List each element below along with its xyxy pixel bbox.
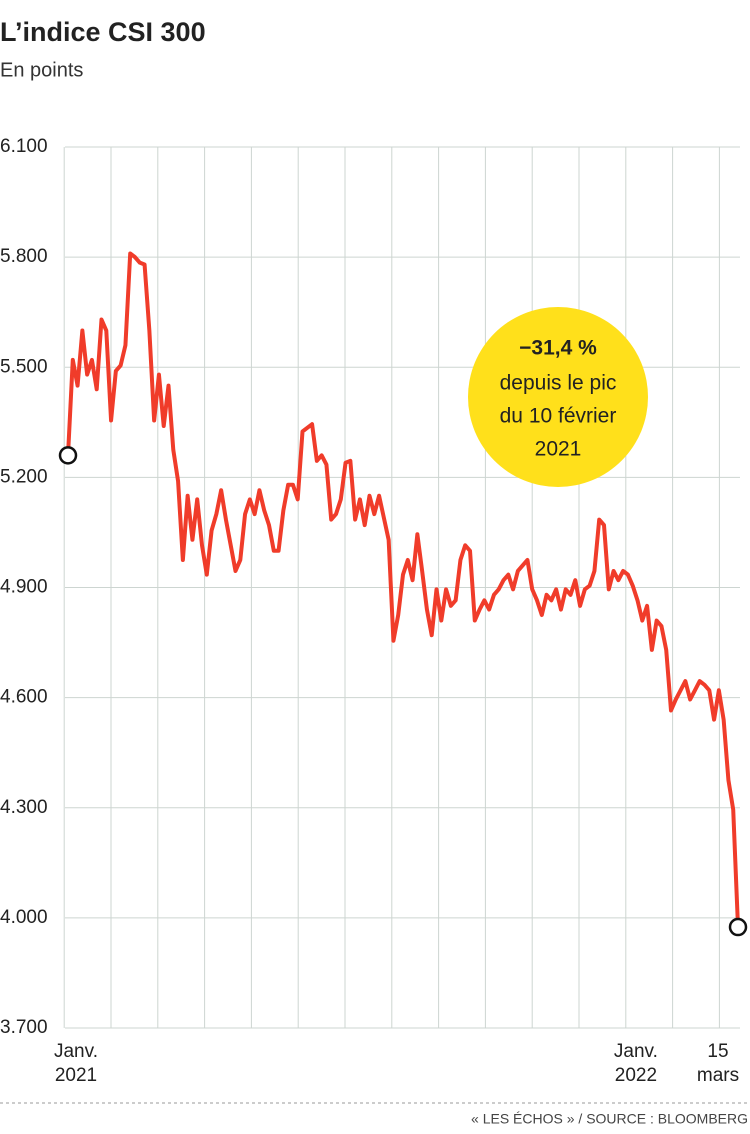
- y-tick-label: 3.700: [0, 1017, 48, 1038]
- y-tick-label: 4.000: [0, 907, 48, 928]
- annotation-line: 2021: [535, 438, 582, 461]
- end-marker: [728, 917, 748, 937]
- x-tick-label: Janv. 2022: [613, 1041, 658, 1086]
- y-tick-label: 5.800: [0, 246, 48, 267]
- y-tick-label: 5.200: [0, 466, 48, 487]
- source: « LES ÉCHOS » / SOURCE : BLOOMBERG: [471, 1111, 748, 1127]
- annotation-line: du 10 février: [500, 405, 617, 428]
- y-tick-label: 4.600: [0, 687, 48, 708]
- x-tick-label: Janv. 2021: [53, 1041, 98, 1086]
- x-tick-label: 15 mars: [696, 1041, 740, 1086]
- data-line: [66, 251, 740, 928]
- annotation-headline: −31,4 %: [519, 337, 597, 360]
- end-marker: [58, 446, 78, 465]
- annotation-bubble: [468, 307, 648, 487]
- chart-title: L’indice CSI 300: [0, 17, 206, 47]
- y-tick-label: 4.300: [0, 797, 48, 818]
- chart-subtitle: En points: [0, 59, 83, 81]
- y-tick-label: 4.900: [0, 577, 48, 598]
- y-tick-label: 5.500: [0, 356, 48, 377]
- y-tick-label: 6.100: [0, 136, 48, 157]
- annotation-line: depuis le pic: [500, 372, 617, 395]
